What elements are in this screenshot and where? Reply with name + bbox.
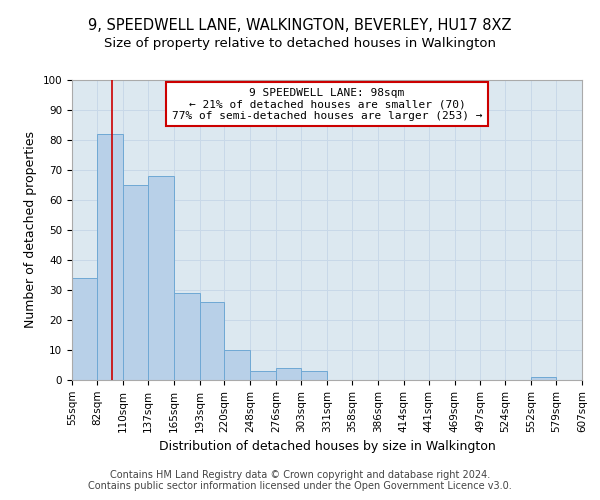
Bar xyxy=(199,302,224,380)
Bar xyxy=(224,350,250,380)
Bar xyxy=(148,176,173,380)
Bar xyxy=(250,371,276,380)
Y-axis label: Number of detached properties: Number of detached properties xyxy=(24,132,37,328)
Text: 9 SPEEDWELL LANE: 98sqm
← 21% of detached houses are smaller (70)
77% of semi-de: 9 SPEEDWELL LANE: 98sqm ← 21% of detache… xyxy=(172,88,482,120)
Bar xyxy=(531,377,556,380)
Bar xyxy=(123,185,148,380)
Bar xyxy=(97,134,123,380)
Text: Contains public sector information licensed under the Open Government Licence v3: Contains public sector information licen… xyxy=(88,481,512,491)
Text: Contains HM Land Registry data © Crown copyright and database right 2024.: Contains HM Land Registry data © Crown c… xyxy=(110,470,490,480)
Text: Size of property relative to detached houses in Walkington: Size of property relative to detached ho… xyxy=(104,38,496,51)
X-axis label: Distribution of detached houses by size in Walkington: Distribution of detached houses by size … xyxy=(158,440,496,453)
Bar xyxy=(276,368,301,380)
Text: 9, SPEEDWELL LANE, WALKINGTON, BEVERLEY, HU17 8XZ: 9, SPEEDWELL LANE, WALKINGTON, BEVERLEY,… xyxy=(88,18,512,32)
Bar xyxy=(72,278,97,380)
Bar xyxy=(301,371,327,380)
Bar xyxy=(173,293,199,380)
